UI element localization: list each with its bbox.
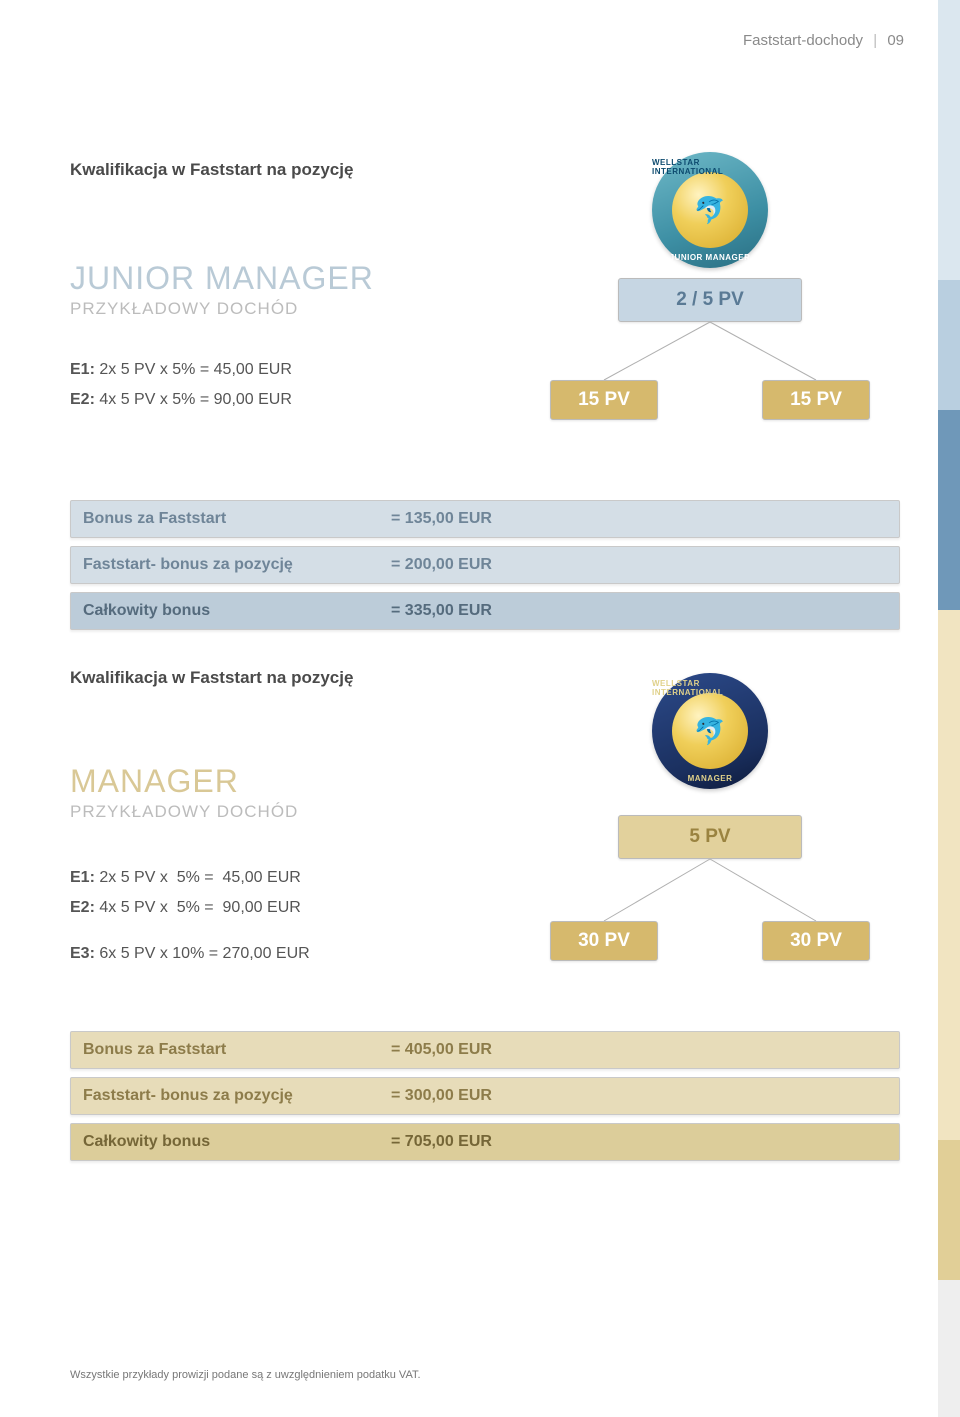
s2-bonus-label-2: Całkowity bonus [71,1133,391,1151]
badge2-top-text: WELLSTAR INTERNATIONAL [652,679,768,697]
s1-bonus-row-1: Faststart- bonus za pozycję = 200,00 EUR [70,546,900,584]
s1-bonus-row-2: Całkowity bonus = 335,00 EUR [70,592,900,630]
s2-e2-label: E2: [70,899,95,916]
s2-e3-eq: 6x 5 PV x 10% = 270,00 EUR [99,945,309,962]
badge1-center: 🐬 [672,172,748,248]
s1-e2-label: E2: [70,391,95,408]
s2-bonus-row-0: Bonus za Faststart = 405,00 EUR [70,1031,900,1069]
s2-bonus-value-1: = 300,00 EUR [391,1087,492,1105]
badge1-bottom-text: JUNIOR MANAGER [670,253,751,262]
s2-bonus-value-0: = 405,00 EUR [391,1041,492,1059]
s2-e1-label: E1: [70,869,95,886]
side-tabs [938,0,960,1417]
s2-bonus-label-1: Faststart- bonus za pozycję [71,1087,391,1105]
header-page: 09 [887,32,904,49]
s1-tree-leaf-1: 15 PV [550,380,658,420]
s1-bonus-value-2: = 335,00 EUR [391,602,492,620]
s2-row-e3: E3: 6x 5 PV x 10% = 270,00 EUR [70,945,520,963]
s2-tree-leaf-2: 30 PV [762,921,870,961]
s1-e1-eq: 2x 5 PV x 5% = 45,00 EUR [99,361,292,378]
section1-subtitle: PRZYKŁADOWY DOCHÓD [70,299,520,319]
section2-title: MANAGER [70,763,520,800]
badge2-bottom-text: MANAGER [688,774,733,783]
s2-bonus-label-0: Bonus za Faststart [71,1041,391,1059]
s2-bonus-row-1: Faststart- bonus za pozycję = 300,00 EUR [70,1077,900,1115]
s2-e3-label: E3: [70,945,95,962]
manager-badge: 🐬 WELLSTAR INTERNATIONAL MANAGER [652,673,768,789]
s1-bonus-value-1: = 200,00 EUR [391,556,492,574]
s1-e2-eq: 4x 5 PV x 5% = 90,00 EUR [99,391,292,408]
section1-bonus-table: Bonus za Faststart = 135,00 EUR Faststar… [70,500,900,630]
section1-title: JUNIOR MANAGER [70,260,520,297]
s2-e2-eq: 4x 5 PV x 5% = 90,00 EUR [99,899,300,916]
s1-tree-top-box: 2 / 5 PV [618,278,802,322]
s2-e1-eq: 2x 5 PV x 5% = 45,00 EUR [99,869,300,886]
section2-tree: 🐬 WELLSTAR INTERNATIONAL MANAGER 5 PV 30… [520,763,900,1003]
header-text: Faststart-dochody [743,32,863,49]
s1-row-e1: E1: 2x 5 PV x 5% = 45,00 EUR [70,361,520,379]
side-tab [938,280,960,410]
s1-row-e2: E2: 4x 5 PV x 5% = 90,00 EUR [70,391,520,409]
page-header: Faststart-dochody | 09 [743,32,904,49]
section1-tree: 🐬 WELLSTAR INTERNATIONAL JUNIOR MANAGER … [520,260,900,480]
section2-bonus-table: Bonus za Faststart = 405,00 EUR Faststar… [70,1031,900,1161]
s2-row-e1: E1: 2x 5 PV x 5% = 45,00 EUR [70,869,520,887]
dolphin-icon: 🐬 [694,195,726,226]
side-tab [938,0,960,280]
s1-bonus-label-0: Bonus za Faststart [71,510,391,528]
footnote: Wszystkie przykłady prowizji podane są z… [70,1369,421,1381]
section2-subtitle: PRZYKŁADOWY DOCHÓD [70,802,520,822]
side-tab [938,1280,960,1417]
s2-bonus-value-2: = 705,00 EUR [391,1133,492,1151]
s2-tree-connectors [520,763,900,1003]
s1-bonus-label-2: Całkowity bonus [71,602,391,620]
s2-tree-top-box: 5 PV [618,815,802,859]
side-tab [938,610,960,1140]
badge1-top-text: WELLSTAR INTERNATIONAL [652,158,768,176]
s1-e1-label: E1: [70,361,95,378]
s2-bonus-row-2: Całkowity bonus = 705,00 EUR [70,1123,900,1161]
qualification-title-1: Kwalifikacja w Faststart na pozycję [70,160,900,180]
s1-bonus-row-0: Bonus za Faststart = 135,00 EUR [70,500,900,538]
s1-tree-leaf-2: 15 PV [762,380,870,420]
side-tab [938,410,960,610]
header-sep: | [873,32,877,49]
qualification-title-2: Kwalifikacja w Faststart na pozycję [70,668,900,688]
badge2-center: 🐬 [672,693,748,769]
s1-bonus-label-1: Faststart- bonus za pozycję [71,556,391,574]
s1-bonus-value-0: = 135,00 EUR [391,510,492,528]
junior-manager-badge: 🐬 WELLSTAR INTERNATIONAL JUNIOR MANAGER [652,152,768,268]
dolphin-icon: 🐬 [694,716,726,747]
s2-tree-leaf-1: 30 PV [550,921,658,961]
side-tab [938,1140,960,1280]
s2-row-e2: E2: 4x 5 PV x 5% = 90,00 EUR [70,899,520,917]
